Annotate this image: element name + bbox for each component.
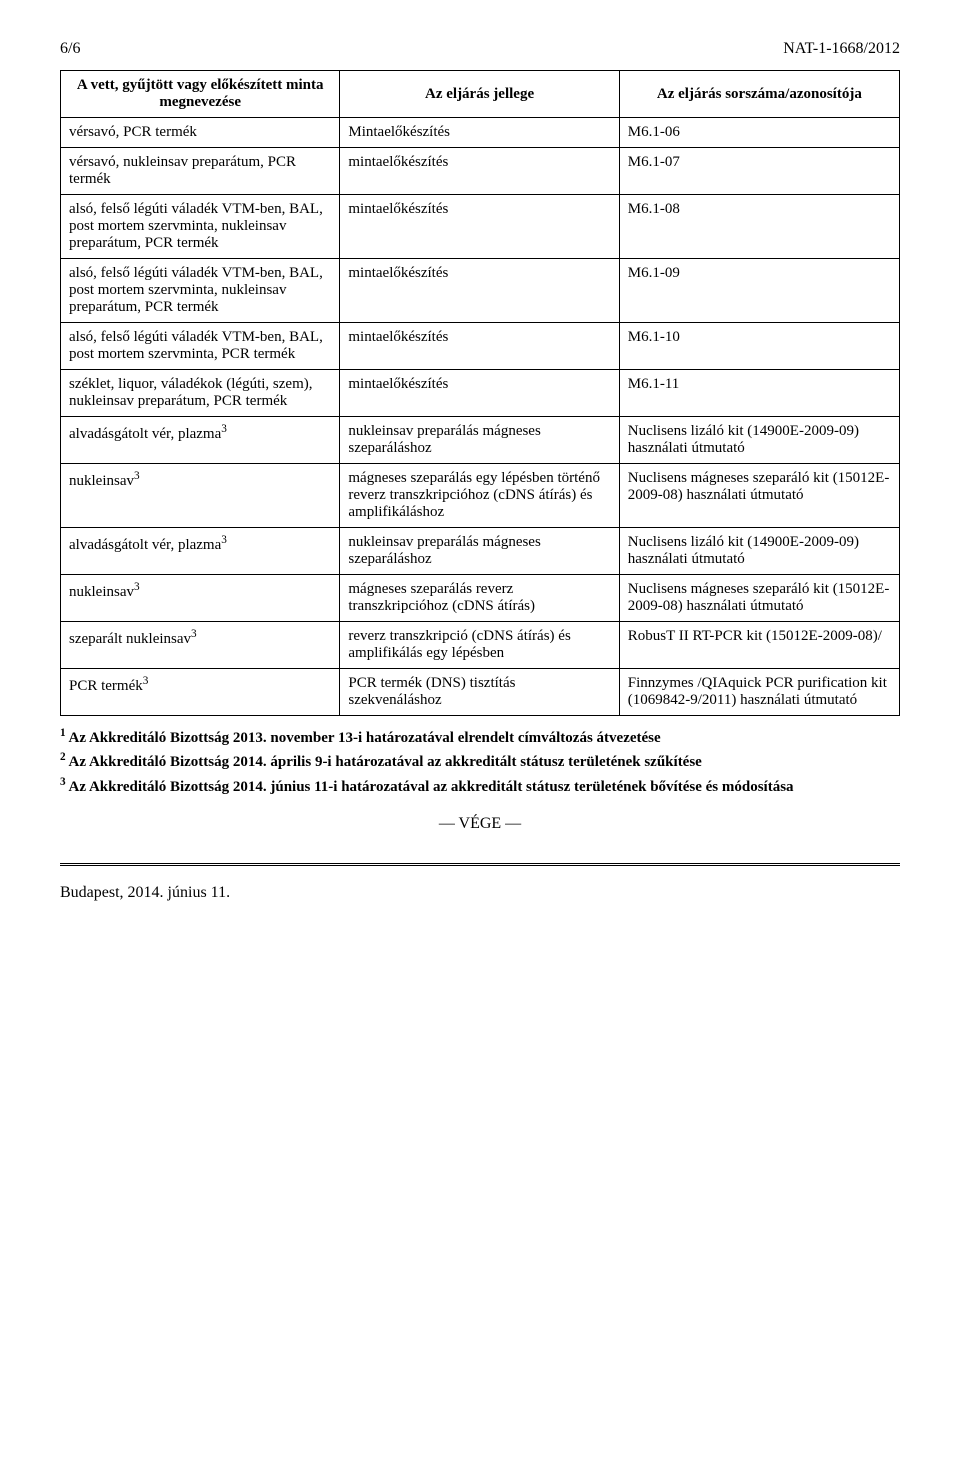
cell-sample-text: nukleinsav (69, 584, 134, 600)
table-row: alsó, felső légúti váladék VTM-ben, BAL,… (61, 195, 900, 259)
page: 6/6 NAT-1-1668/2012 A vett, gyűjtött vag… (0, 0, 960, 932)
cell-sample-sup: 3 (221, 423, 227, 435)
footnote-1: 1 Az Akkreditáló Bizottság 2013. novembe… (60, 726, 900, 748)
cell-id: M6.1-10 (619, 323, 899, 370)
end-marker: — VÉGE — (60, 815, 900, 833)
table-row: nukleinsav3mágneses szeparálás egy lépés… (61, 464, 900, 528)
cell-sample-text: alvadásgátolt vér, plazma (69, 426, 221, 442)
table-row: szeparált nukleinsav3reverz transzkripci… (61, 622, 900, 669)
cell-sample-text: széklet, liquor, váladékok (légúti, szem… (69, 376, 313, 409)
cell-id: Nuclisens mágneses szeparáló kit (15012E… (619, 575, 899, 622)
cell-sample-sup: 3 (221, 534, 227, 546)
cell-sample-text: nukleinsav (69, 473, 134, 489)
cell-sample: széklet, liquor, váladékok (légúti, szem… (61, 370, 340, 417)
cell-id: M6.1-09 (619, 259, 899, 323)
col-header-procedure: Az eljárás jellege (340, 71, 619, 118)
cell-procedure: nukleinsav preparálás mágneses szeparálá… (340, 417, 619, 464)
cell-sample: vérsavó, PCR termék (61, 118, 340, 148)
cell-sample: alvadásgátolt vér, plazma3 (61, 528, 340, 575)
cell-id: M6.1-08 (619, 195, 899, 259)
cell-procedure: nukleinsav preparálás mágneses szeparálá… (340, 528, 619, 575)
footer-date: Budapest, 2014. június 11. (60, 884, 900, 902)
cell-sample: szeparált nukleinsav3 (61, 622, 340, 669)
cell-sample: alsó, felső légúti váladék VTM-ben, BAL,… (61, 323, 340, 370)
cell-sample-sup: 3 (191, 628, 197, 640)
footnote-3-text: Az Akkreditáló Bizottság 2014. június 11… (66, 779, 794, 795)
table-row: alvadásgátolt vér, plazma3nukleinsav pre… (61, 417, 900, 464)
table-row: alsó, felső légúti váladék VTM-ben, BAL,… (61, 259, 900, 323)
doc-id: NAT-1-1668/2012 (783, 40, 900, 58)
cell-id: Nuclisens lizáló kit (14900E-2009-09) ha… (619, 528, 899, 575)
col-header-sample: A vett, gyűjtött vagy előkészített minta… (61, 71, 340, 118)
cell-procedure: mágneses szeparálás egy lépésben történő… (340, 464, 619, 528)
footnote-2: 2 Az Akkreditáló Bizottság 2014. április… (60, 750, 900, 772)
header-row: 6/6 NAT-1-1668/2012 (60, 40, 900, 58)
cell-id: RobusT II RT-PCR kit (15012E-2009-08)/ (619, 622, 899, 669)
cell-id: M6.1-06 (619, 118, 899, 148)
footnote-2-text: Az Akkreditáló Bizottság 2014. április 9… (66, 754, 702, 770)
cell-sample: nukleinsav3 (61, 575, 340, 622)
cell-procedure: Mintaelőkészítés (340, 118, 619, 148)
cell-sample: vérsavó, nukleinsav preparátum, PCR term… (61, 148, 340, 195)
cell-procedure: PCR termék (DNS) tisztítás szekvenálásho… (340, 669, 619, 716)
table-header-row: A vett, gyűjtött vagy előkészített minta… (61, 71, 900, 118)
double-rule (60, 863, 900, 866)
cell-procedure: mintaelőkészítés (340, 370, 619, 417)
table-row: nukleinsav3mágneses szeparálás reverz tr… (61, 575, 900, 622)
cell-sample-text: PCR termék (69, 678, 143, 694)
table-row: vérsavó, PCR termék MintaelőkészítésM6.1-… (61, 118, 900, 148)
cell-sample: alsó, felső légúti váladék VTM-ben, BAL,… (61, 195, 340, 259)
cell-id: M6.1-07 (619, 148, 899, 195)
page-number: 6/6 (60, 40, 80, 58)
table-row: alsó, felső légúti váladék VTM-ben, BAL,… (61, 323, 900, 370)
cell-sample-text: vérsavó, PCR termék (69, 124, 197, 140)
cell-procedure: mintaelőkészítés (340, 148, 619, 195)
main-table: A vett, gyűjtött vagy előkészített minta… (60, 70, 900, 716)
cell-sample-text: alsó, felső légúti váladék VTM-ben, BAL,… (69, 329, 323, 362)
cell-sample-text: alvadásgátolt vér, plazma (69, 537, 221, 553)
cell-sample: alvadásgátolt vér, plazma3 (61, 417, 340, 464)
cell-sample: alsó, felső légúti váladék VTM-ben, BAL,… (61, 259, 340, 323)
cell-sample-text: alsó, felső légúti váladék VTM-ben, BAL,… (69, 201, 323, 251)
cell-id: M6.1-11 (619, 370, 899, 417)
footnote-1-text: Az Akkreditáló Bizottság 2013. november … (66, 730, 661, 746)
cell-sample-sup: 3 (134, 470, 140, 482)
cell-procedure: mintaelőkészítés (340, 259, 619, 323)
cell-sample: nukleinsav3 (61, 464, 340, 528)
cell-sample-sup: 3 (134, 581, 140, 593)
table-row: széklet, liquor, váladékok (légúti, szem… (61, 370, 900, 417)
cell-sample: PCR termék3 (61, 669, 340, 716)
cell-id: Nuclisens mágneses szeparáló kit (15012E… (619, 464, 899, 528)
cell-procedure: mágneses szeparálás reverz transzkripció… (340, 575, 619, 622)
footnotes: 1 Az Akkreditáló Bizottság 2013. novembe… (60, 726, 900, 797)
cell-procedure: mintaelőkészítés (340, 323, 619, 370)
cell-sample-text: vérsavó, nukleinsav preparátum, PCR term… (69, 154, 296, 187)
cell-procedure: mintaelőkészítés (340, 195, 619, 259)
cell-id: Finnzymes /QIAquick PCR purification kit… (619, 669, 899, 716)
cell-sample-text: alsó, felső légúti váladék VTM-ben, BAL,… (69, 265, 323, 315)
cell-sample-sup: 3 (143, 675, 149, 687)
footnote-3: 3 Az Akkreditáló Bizottság 2014. június … (60, 775, 900, 797)
table-row: PCR termék3PCR termék (DNS) tisztítás sz… (61, 669, 900, 716)
cell-id: Nuclisens lizáló kit (14900E-2009-09) ha… (619, 417, 899, 464)
table-row: vérsavó, nukleinsav preparátum, PCR term… (61, 148, 900, 195)
cell-sample-text: szeparált nukleinsav (69, 631, 191, 647)
cell-procedure: reverz transzkripció (cDNS átírás) és am… (340, 622, 619, 669)
col-header-id: Az eljárás sorszáma/azonosítója (619, 71, 899, 118)
table-row: alvadásgátolt vér, plazma3nukleinsav pre… (61, 528, 900, 575)
